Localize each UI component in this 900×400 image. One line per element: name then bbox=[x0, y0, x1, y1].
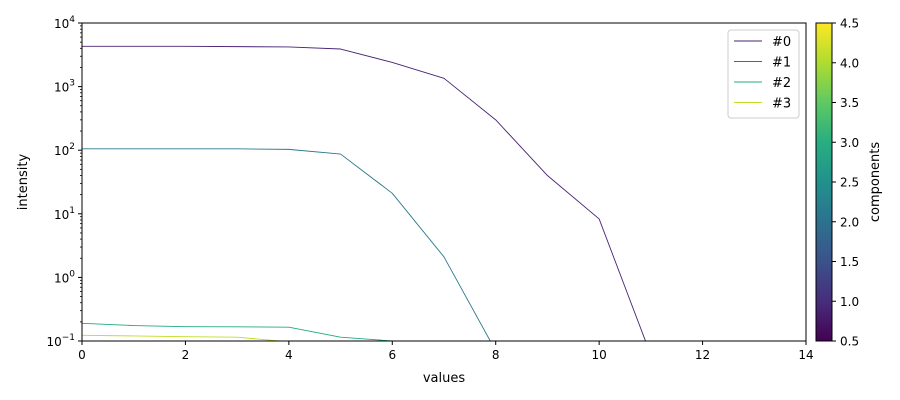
series-layer bbox=[82, 45, 646, 341]
y-tick-label: 101 bbox=[54, 206, 75, 222]
x-tick-label: 10 bbox=[592, 348, 607, 362]
colorbar-ticks: 0.5 1.0 1.5 2.0 2.5 3.0 3.5 4.0 4.5 bbox=[832, 17, 859, 349]
legend-label: #2 bbox=[772, 76, 791, 91]
colorbar-tick-label: 0.5 bbox=[840, 335, 859, 349]
y-tick-base: 10 bbox=[54, 17, 69, 31]
x-tick-label: 2 bbox=[182, 348, 190, 362]
y-tick-base: 10 bbox=[46, 335, 61, 349]
colorbar-tick-label: 2.0 bbox=[840, 215, 859, 229]
colorbar-tick-label: 3.5 bbox=[840, 96, 859, 110]
y-tick-exponent: 1 bbox=[69, 206, 75, 216]
colorbar-tick-label: 4.0 bbox=[840, 56, 859, 70]
y-tick-label: 100 bbox=[54, 269, 75, 285]
x-axis: 0 2 4 6 8 10 12 14 bbox=[78, 341, 814, 362]
plot-frame bbox=[81, 22, 807, 342]
y-tick-label: 102 bbox=[54, 142, 75, 158]
colorbar-tick-label: 2.5 bbox=[840, 176, 859, 190]
legend: #0 #1 #2 #3 bbox=[727, 29, 800, 119]
colorbar-tick-label: 4.5 bbox=[840, 17, 859, 31]
x-tick-label: 12 bbox=[695, 348, 710, 362]
y-tick-label: 104 bbox=[54, 15, 75, 31]
series-line-1 bbox=[82, 148, 491, 341]
legend-label: #3 bbox=[772, 97, 791, 112]
colorbar-tick-label: 1.0 bbox=[840, 295, 859, 309]
y-tick-exponent: 2 bbox=[69, 142, 75, 152]
y-tick-base: 10 bbox=[54, 144, 69, 158]
y-tick-base: 10 bbox=[54, 81, 69, 95]
y-tick-base: 10 bbox=[54, 208, 69, 222]
series-line-0 bbox=[82, 45, 646, 341]
y-tick-exponent: 3 bbox=[69, 79, 75, 89]
colorbar-label: components bbox=[868, 142, 883, 223]
x-tick-label: 14 bbox=[798, 348, 813, 362]
x-tick-label: 6 bbox=[388, 348, 396, 362]
series-line-3 bbox=[82, 334, 285, 341]
colorbar: 0.5 1.0 1.5 2.0 2.5 3.0 3.5 4.0 4.5 components bbox=[815, 17, 883, 349]
y-tick-base: 10 bbox=[54, 271, 69, 285]
colorbar-tick-label: 1.5 bbox=[840, 255, 859, 269]
y-tick-exponent: 4 bbox=[69, 15, 75, 25]
series-line-2 bbox=[82, 322, 393, 341]
x-tick-label: 4 bbox=[285, 348, 293, 362]
y-tick-label: 10−1 bbox=[46, 333, 75, 349]
y-tick-exponent: 0 bbox=[69, 269, 75, 279]
x-tick-label: 0 bbox=[78, 348, 86, 362]
x-tick-label: 8 bbox=[492, 348, 500, 362]
y-tick-label: 103 bbox=[54, 79, 75, 95]
legend-frame bbox=[727, 29, 800, 119]
y-axis-label: intensity bbox=[16, 154, 31, 211]
colorbar-tick-label: 3.0 bbox=[840, 136, 859, 150]
x-axis-label: values bbox=[423, 371, 466, 386]
y-tick-exponent: −1 bbox=[62, 333, 75, 343]
legend-label: #1 bbox=[772, 56, 791, 71]
legend-label: #0 bbox=[772, 35, 791, 50]
colorbar-gradient bbox=[816, 23, 832, 341]
